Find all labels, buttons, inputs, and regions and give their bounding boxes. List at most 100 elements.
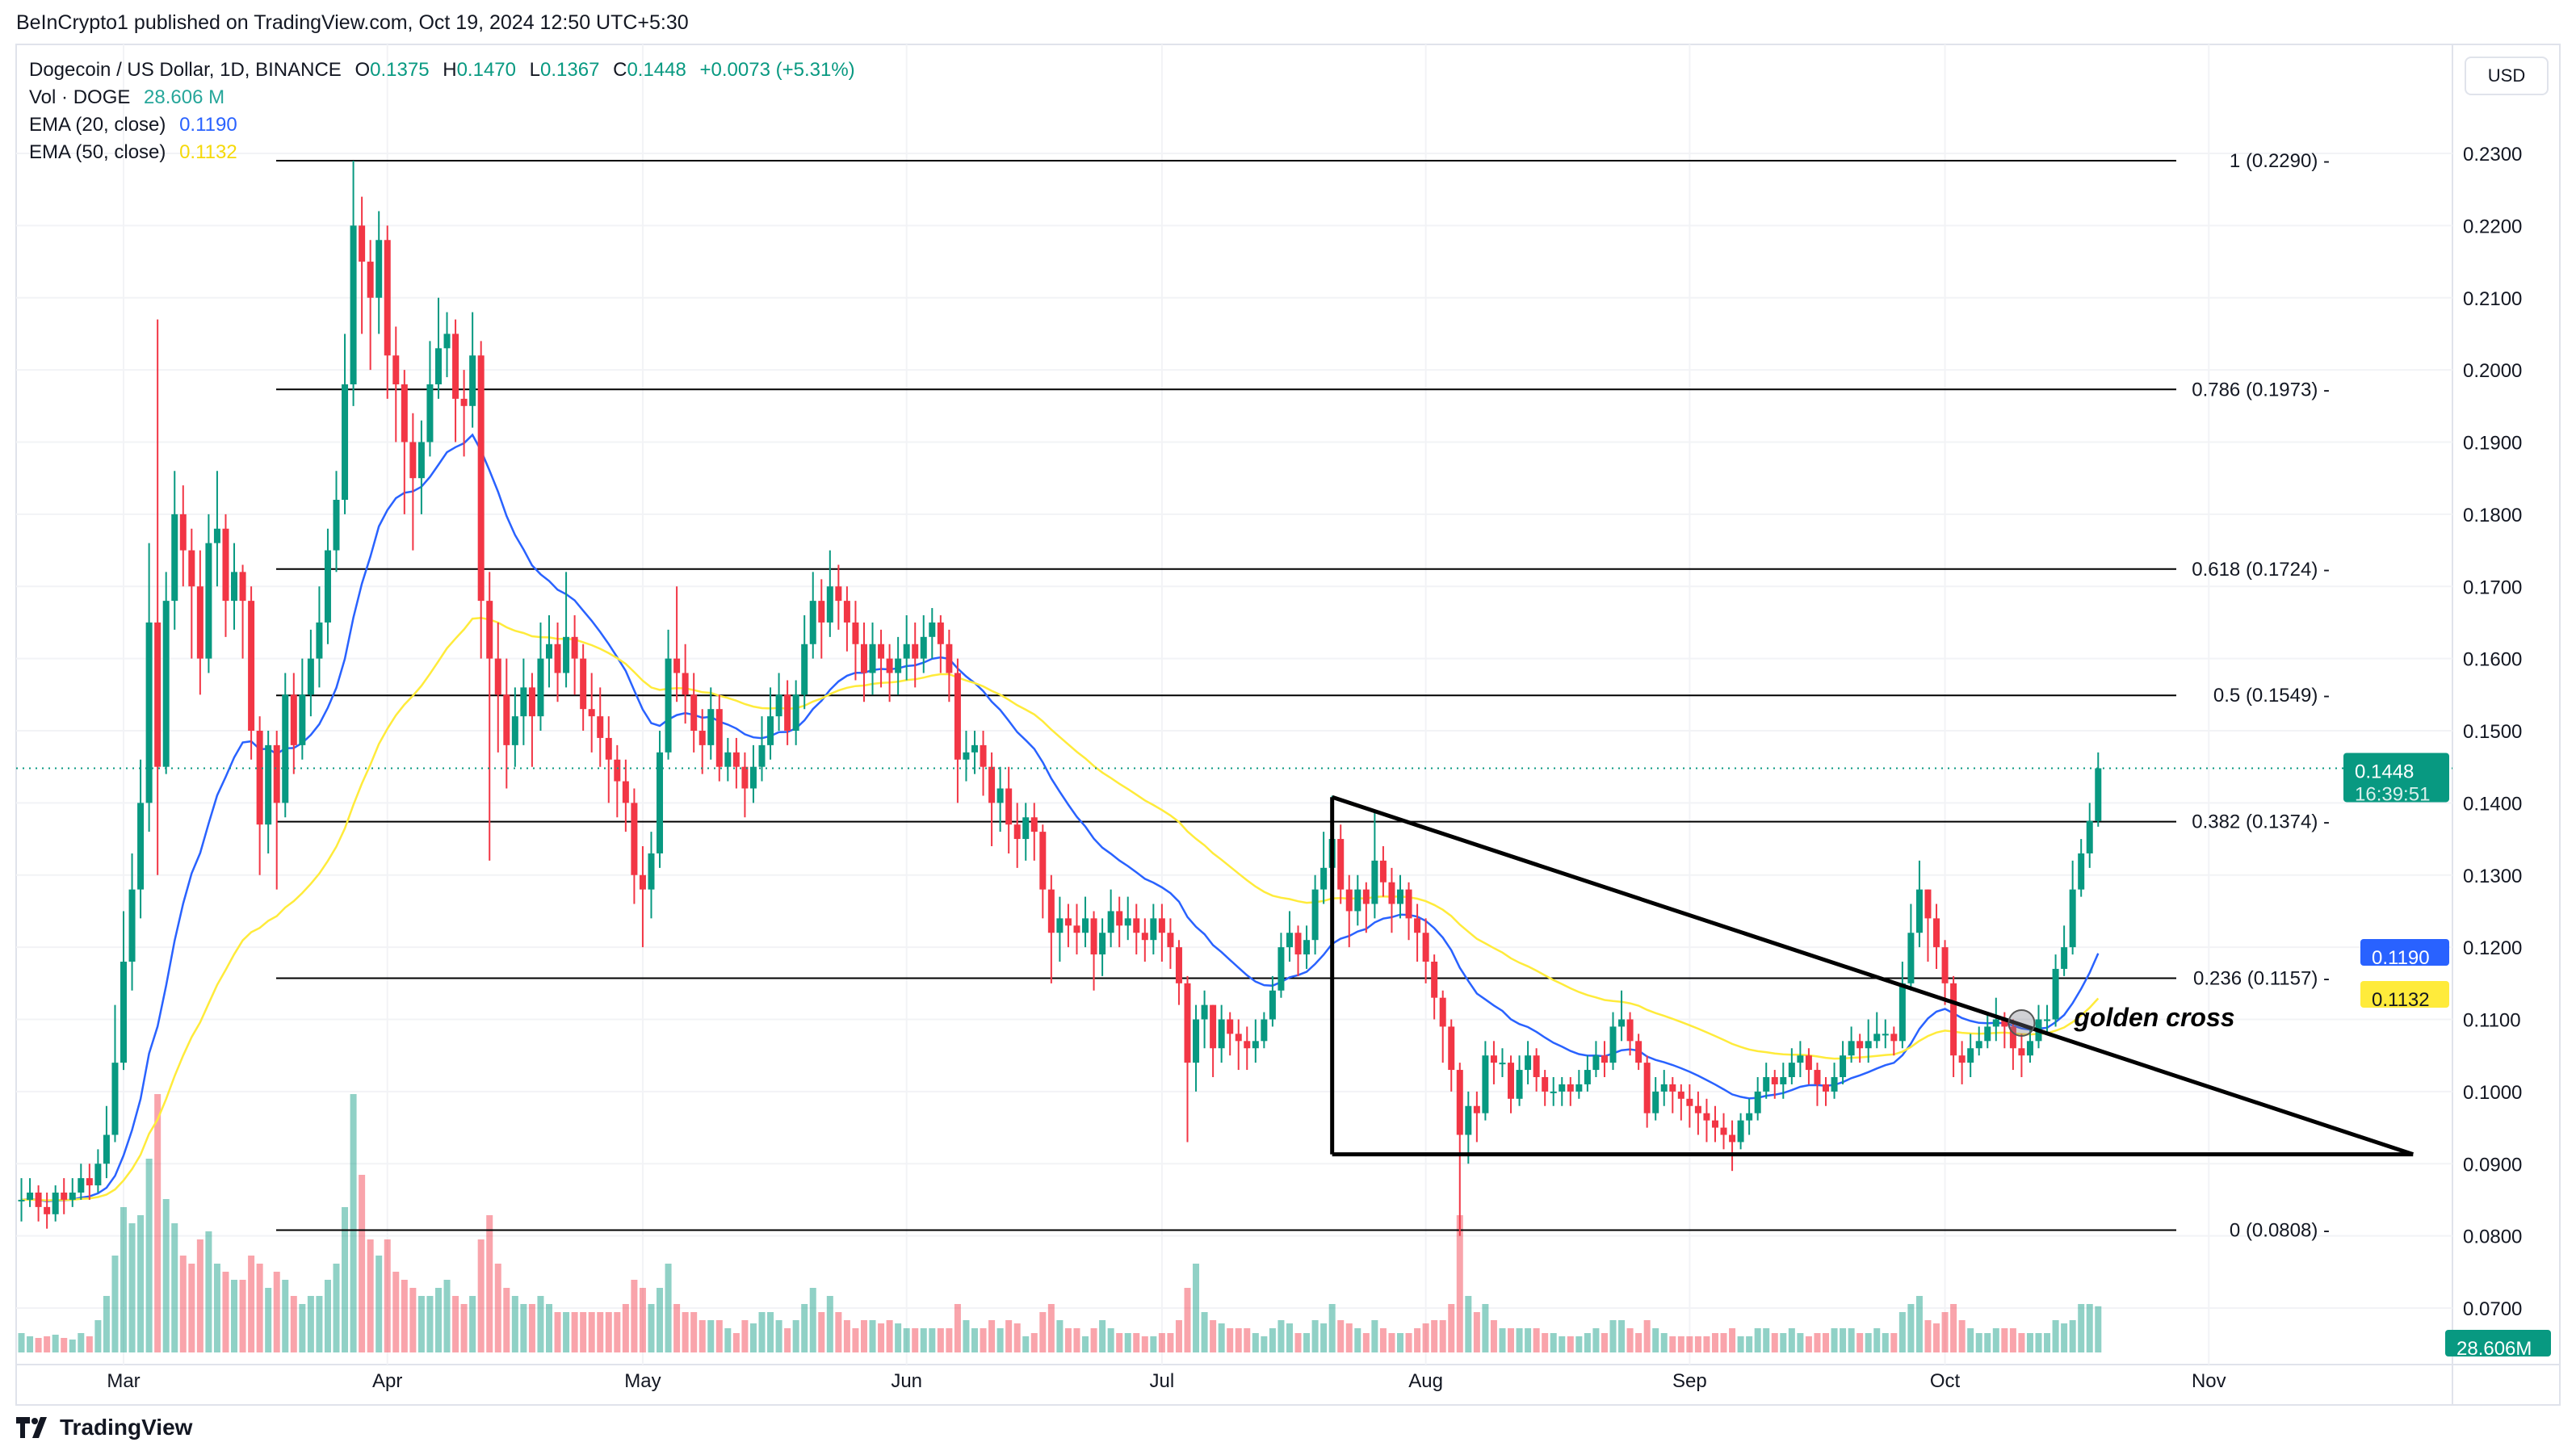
candle-up: [1873, 1012, 1881, 1049]
candle-body: [299, 694, 306, 745]
volume-bar: [1848, 1328, 1855, 1352]
volume-bar: [937, 1328, 944, 1352]
volume-bar: [580, 1312, 587, 1352]
ema50-label[interactable]: EMA (50, close): [29, 141, 166, 163]
candle-down: [1533, 1048, 1540, 1092]
candle-body: [1711, 1120, 1718, 1128]
candle-up: [996, 766, 1004, 832]
volume-bar: [758, 1312, 766, 1352]
volume-bar: [1958, 1320, 1966, 1352]
candle-body: [1626, 1019, 1634, 1042]
candle-down: [494, 622, 501, 753]
candle-body: [1039, 832, 1047, 890]
candle-down: [222, 514, 229, 637]
close-value: 0.1448: [627, 59, 686, 81]
volume-bar: [1218, 1323, 1225, 1352]
volume-bar: [494, 1264, 501, 1352]
candle-body: [359, 225, 366, 262]
candle-body: [1345, 889, 1353, 912]
symbol-row: Dogecoin / US Dollar, 1D, BINANCE O0.137…: [29, 57, 855, 84]
candle-body: [1771, 1077, 1778, 1084]
candle-up: [520, 658, 527, 745]
candle-body: [239, 572, 246, 602]
candle-down: [1686, 1084, 1693, 1128]
candle-body: [426, 384, 434, 442]
ema50-row: EMA (50, close) 0.1132: [29, 139, 855, 166]
candle-body: [1278, 947, 1285, 991]
candle-down: [1567, 1077, 1574, 1106]
candle-body: [1397, 889, 1403, 904]
volume-bar: [1823, 1333, 1829, 1352]
candle-down: [503, 658, 510, 789]
volume-bar: [1116, 1333, 1123, 1352]
candle-up: [1218, 1004, 1225, 1063]
candle-up: [1278, 933, 1285, 998]
volume-bar: [1915, 1296, 1923, 1352]
volume-bar: [1601, 1333, 1608, 1352]
candle-up: [1099, 918, 1106, 976]
candle-body: [1686, 1098, 1693, 1106]
candle-body: [188, 550, 195, 587]
candle-down: [1771, 1070, 1778, 1099]
candle-down: [588, 673, 595, 753]
candle-body: [375, 240, 383, 298]
volume-bar: [792, 1320, 799, 1352]
candle-down: [35, 1185, 42, 1222]
candle-down: [946, 629, 953, 702]
tradingview-wordmark: TradingView: [60, 1415, 193, 1440]
candle-body: [588, 709, 595, 717]
volume-bar: [1311, 1320, 1319, 1352]
volume-bar: [375, 1256, 383, 1352]
candle-up: [350, 160, 357, 406]
volume-bar: [1992, 1328, 1999, 1352]
candle-up: [767, 687, 774, 760]
candle-up: [443, 312, 451, 378]
candle-up: [801, 615, 808, 710]
y-tick-label: 0.0900: [2463, 1154, 2522, 1176]
symbol-title[interactable]: Dogecoin / US Dollar, 1D, BINANCE: [29, 59, 342, 81]
candle-down: [1677, 1084, 1684, 1121]
currency-button[interactable]: USD: [2465, 57, 2549, 95]
ema20-price-label: 0.1190: [2360, 939, 2449, 969]
candle-up: [724, 737, 732, 782]
candle-down: [1669, 1077, 1676, 1113]
volume-bar: [1013, 1323, 1021, 1352]
candle-body: [749, 766, 757, 789]
candle-down: [1711, 1105, 1718, 1143]
candle-up: [417, 420, 425, 514]
candle-down: [1362, 882, 1370, 933]
volume-bar: [1227, 1328, 1234, 1352]
candle-body: [784, 694, 791, 731]
volume-bar: [1030, 1333, 1038, 1352]
candle-down: [1013, 803, 1021, 868]
volume-label[interactable]: Vol · DOGE: [29, 86, 131, 108]
volume-bar: [231, 1280, 238, 1352]
volume-bar: [1286, 1323, 1293, 1352]
candle-body: [196, 586, 203, 659]
candle-body: [1584, 1070, 1591, 1084]
candle-up: [1150, 904, 1157, 955]
candle-down: [154, 319, 162, 875]
candle-body: [231, 572, 238, 602]
volume-bar: [809, 1288, 816, 1352]
volume-bar: [818, 1312, 825, 1352]
volume-bar: [1984, 1333, 1991, 1352]
candle-body: [111, 1063, 119, 1135]
volume-bar: [94, 1320, 102, 1352]
volume-bar: [1950, 1304, 1957, 1352]
candle-body: [1763, 1077, 1770, 1092]
volume-bar: [2061, 1323, 2068, 1352]
candle-down: [1235, 1019, 1242, 1071]
volume-bar: [469, 1296, 476, 1352]
volume-bar: [554, 1312, 561, 1352]
volume-bar: [1592, 1328, 1600, 1352]
candle-body: [1158, 918, 1165, 933]
volume-bar: [1805, 1336, 1812, 1352]
candle-up: [111, 1004, 119, 1143]
ema20-label[interactable]: EMA (20, close): [29, 114, 166, 136]
candle-body: [563, 636, 570, 673]
volume-bar: [954, 1304, 961, 1352]
candle-body: [401, 384, 408, 442]
candle-down: [188, 528, 195, 659]
